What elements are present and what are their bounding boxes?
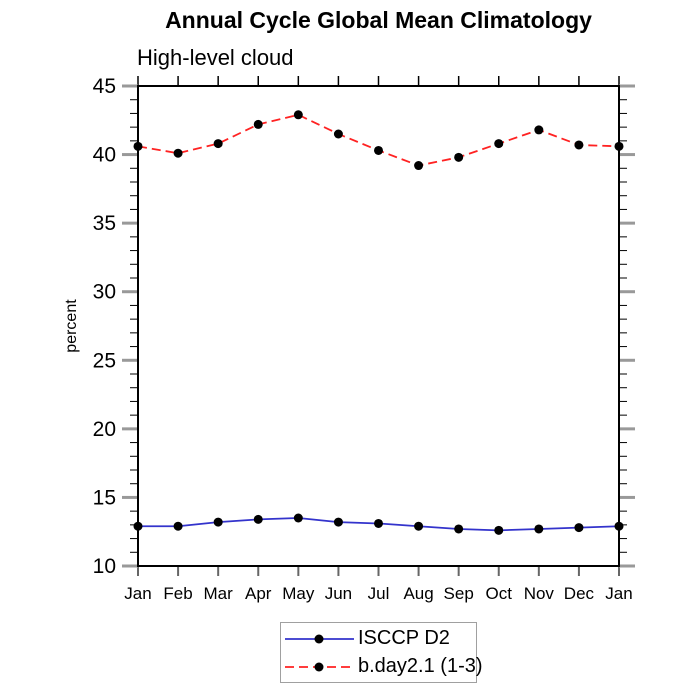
- plot-canvas: Jan Feb Mar Apr May Jun Jul Aug Sep Oct Nov Dec Jan 1…: [93, 75, 635, 603]
- data-point: [333, 517, 343, 527]
- data-point: [374, 145, 383, 155]
- series-line-1: [137, 113, 620, 167]
- y-tick-label: 35: [93, 212, 116, 235]
- data-point: [534, 125, 544, 135]
- data-point: [333, 129, 343, 139]
- legend-line-sample-dashed: [285, 662, 354, 671]
- data-point: [253, 514, 263, 524]
- data-point: [614, 141, 624, 151]
- chart-subtitle: High-level cloud: [137, 45, 294, 70]
- data-point: [133, 521, 143, 531]
- y-tick-label: 25: [93, 349, 116, 372]
- data-point: [213, 517, 223, 527]
- x-tick-label: Feb: [163, 584, 192, 603]
- legend-line-sample-solid: [285, 634, 354, 643]
- x-tick-label: Apr: [245, 584, 272, 603]
- y-tick-label: 40: [93, 144, 116, 167]
- x-tick-label: Jan: [124, 584, 151, 603]
- data-point: [454, 152, 464, 162]
- data-point: [414, 521, 424, 531]
- x-tick-label: Mar: [204, 584, 234, 603]
- data-point: [414, 161, 424, 171]
- x-tick-label: May: [282, 584, 315, 603]
- y-tick-label: 20: [93, 418, 116, 441]
- x-tick-label: Dec: [564, 584, 595, 603]
- y-tick-label: 15: [93, 486, 116, 509]
- data-point: [574, 523, 584, 533]
- legend-item-isccp: ISCCP D2: [284, 625, 476, 653]
- data-point: [253, 119, 263, 129]
- data-point: [133, 141, 143, 151]
- x-tick-label: Jun: [325, 584, 352, 603]
- legend-label: ISCCP D2: [358, 627, 450, 649]
- data-point: [173, 148, 183, 158]
- y-tick-label: 30: [93, 281, 116, 304]
- x-tick-label: Jan: [605, 584, 632, 603]
- data-point: [454, 524, 464, 534]
- data-point: [293, 110, 303, 120]
- data-point: [494, 139, 504, 149]
- plot-frame: [137, 85, 620, 567]
- data-point: [494, 525, 504, 535]
- y-tick-label: 45: [93, 75, 116, 98]
- x-tick-label: Aug: [403, 584, 433, 603]
- data-point: [173, 521, 183, 531]
- data-point: [534, 524, 544, 534]
- legend-label: b.day2.1 (1-3): [358, 655, 483, 677]
- x-tick-label: Jul: [368, 584, 390, 603]
- data-point: [614, 521, 624, 531]
- data-point: [213, 139, 223, 149]
- data-point: [374, 518, 383, 528]
- y-tick-label: 10: [93, 555, 116, 578]
- legend-item-bday: b.day2.1 (1-3): [284, 653, 483, 681]
- legend: ISCCP D2 b.day2.1 (1-3): [280, 622, 483, 683]
- x-tick-label: Sep: [444, 584, 474, 603]
- chart-title: Annual Cycle Global Mean Climatology: [165, 7, 592, 33]
- x-tick-label: Oct: [486, 584, 513, 603]
- data-point: [293, 513, 303, 523]
- x-tick-label: Nov: [524, 584, 555, 603]
- data-point: [574, 140, 584, 150]
